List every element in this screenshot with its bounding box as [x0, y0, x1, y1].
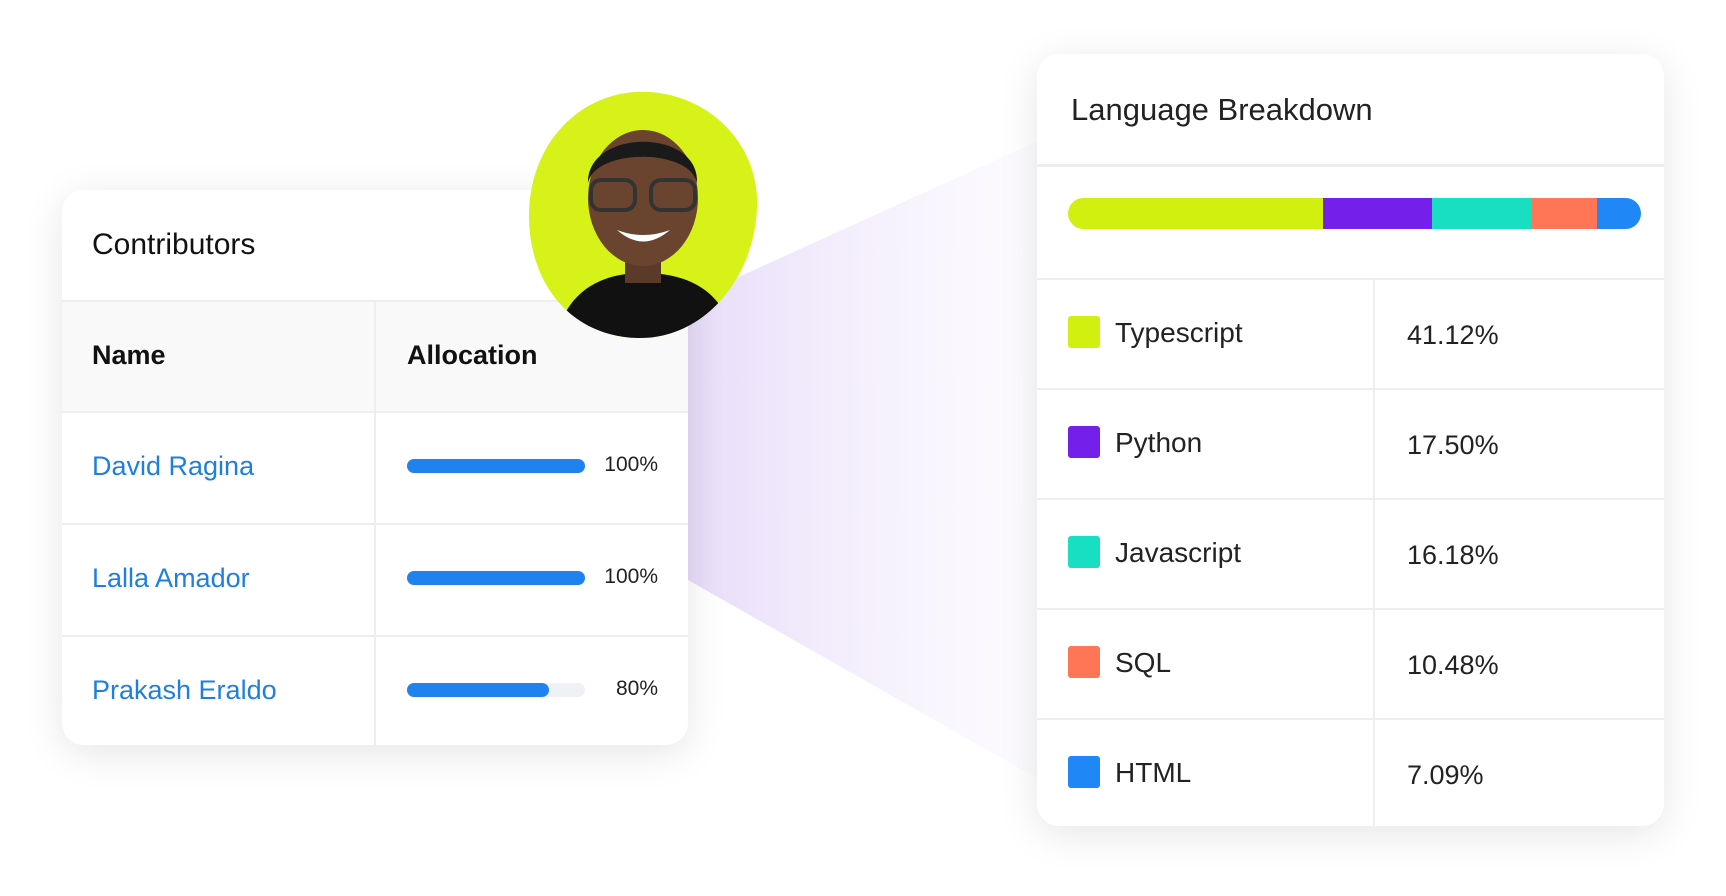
divider	[1037, 164, 1664, 167]
language-share: 17.50%	[1407, 430, 1499, 460]
stack-segment	[1596, 198, 1641, 229]
divider	[1037, 388, 1664, 390]
contributor-name[interactable]: David Ragina	[92, 451, 255, 481]
stacked-bar	[1068, 198, 1641, 229]
divider	[1037, 608, 1664, 610]
legend-swatch	[1068, 316, 1100, 348]
allocation-label: 100%	[604, 453, 658, 476]
language-name: SQL	[1115, 647, 1172, 678]
allocation-bar	[407, 683, 550, 697]
language-share: 41.12%	[1407, 320, 1499, 350]
allocation-bar	[407, 571, 585, 585]
language-share: 10.48%	[1407, 650, 1499, 680]
legend-swatch	[1068, 536, 1100, 568]
stack-segment	[1531, 198, 1597, 229]
divider	[374, 300, 376, 745]
column-header: Allocation	[407, 340, 538, 370]
contributor-name[interactable]: Prakash Eraldo	[92, 675, 277, 705]
legend-swatch	[1068, 756, 1100, 788]
language-name: HTML	[1115, 757, 1192, 788]
divider	[1037, 278, 1664, 280]
contributor-name[interactable]: Lalla Amador	[92, 563, 250, 593]
language-share: 7.09%	[1407, 760, 1484, 790]
column-header: Name	[92, 340, 166, 370]
divider	[62, 635, 688, 637]
stack-segment	[1323, 198, 1432, 229]
language-share: 16.18%	[1407, 540, 1499, 570]
language-name: Javascript	[1115, 537, 1242, 568]
card-title: Contributors	[92, 228, 256, 261]
divider	[62, 411, 688, 413]
language-card: Language Breakdown Typescript 41.12% Pytho…	[1037, 54, 1664, 826]
divider	[1037, 718, 1664, 720]
allocation-label: 80%	[615, 677, 658, 700]
card-title: Language Breakdown	[1071, 92, 1373, 127]
language-name: Python	[1115, 427, 1203, 458]
legend-swatch	[1068, 426, 1100, 458]
allocation-label: 100%	[604, 565, 658, 588]
language-name: Typescript	[1115, 317, 1243, 348]
legend-swatch	[1068, 646, 1100, 678]
divider	[62, 523, 688, 525]
stack-segment	[1068, 198, 1324, 229]
avatar	[528, 91, 758, 339]
divider	[1037, 498, 1664, 500]
stack-segment	[1431, 198, 1532, 229]
divider	[1373, 278, 1375, 826]
allocation-bar	[407, 459, 585, 473]
